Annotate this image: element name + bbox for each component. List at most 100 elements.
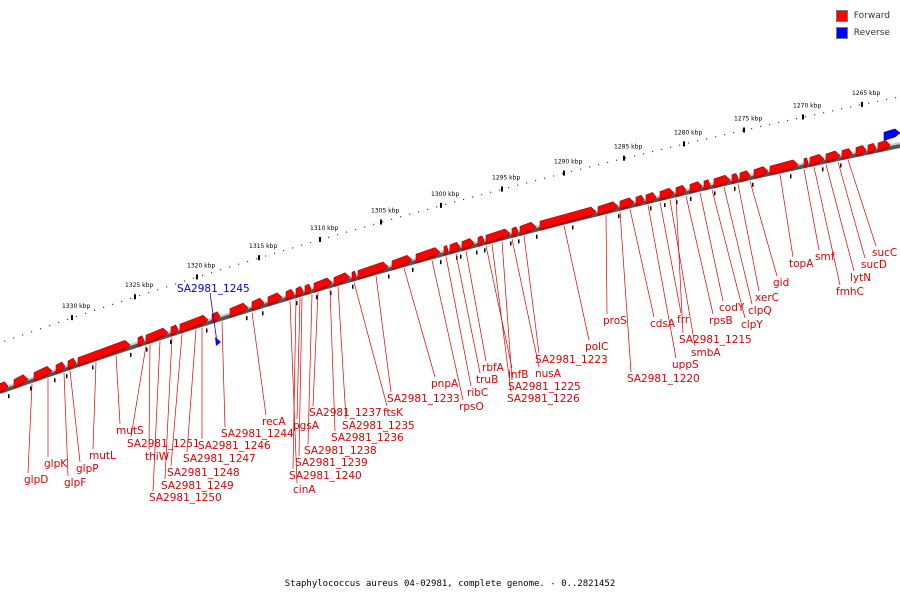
scale-labels: 1330 kbp 1325 kbp 1320 kbp 1315 kbp 1310 kbp… xyxy=(62,90,880,310)
gene-feature-forward xyxy=(731,173,739,185)
scale-dot xyxy=(787,119,789,122)
scale-dot xyxy=(58,321,60,324)
label-leader-line xyxy=(164,337,173,480)
scale-dot xyxy=(805,116,807,118)
scale-dot xyxy=(895,97,897,99)
backbone-arc-shadow xyxy=(0,144,900,394)
genome-backbone xyxy=(0,142,900,394)
gene-feature-shade xyxy=(252,305,261,311)
gene-end-mark xyxy=(352,284,354,289)
scale-dot xyxy=(454,201,456,203)
legend: Forward Reverse xyxy=(835,9,890,43)
gene-feature-shade xyxy=(358,269,384,280)
gene-feature-shade xyxy=(740,178,747,182)
gene-label: SA2981_1215 xyxy=(679,334,752,346)
scale-dot xyxy=(706,138,708,140)
label-leader-line xyxy=(69,370,81,463)
scale-dot xyxy=(40,328,42,330)
gene-label: pnpA xyxy=(431,378,459,390)
label-leader-line xyxy=(737,183,760,292)
gene-feature-forward xyxy=(0,381,9,393)
label-leader-line xyxy=(699,192,724,302)
gene-label: proS xyxy=(603,315,627,327)
gene-feature-forward xyxy=(145,327,169,345)
gene-label: SA2981_1233 xyxy=(387,393,460,405)
scale-label: 1315 kbp xyxy=(249,243,277,250)
scale-dot xyxy=(202,274,204,276)
label-leader-line xyxy=(723,186,753,305)
scale-dot xyxy=(742,129,744,132)
scale-dot xyxy=(274,252,276,254)
label-leader-line xyxy=(292,299,297,470)
scale-dot xyxy=(247,260,249,263)
label-leader-line xyxy=(92,362,97,450)
label-leader-line xyxy=(501,241,513,381)
label-leader-line xyxy=(375,275,392,393)
scale-dot xyxy=(715,136,717,138)
gene-end-mark xyxy=(618,214,620,219)
gene-feature-forward xyxy=(877,140,891,153)
scale-dot xyxy=(778,121,780,124)
gene-feature-shade xyxy=(450,249,457,254)
scale-dot xyxy=(112,303,114,305)
scale-dot xyxy=(337,234,339,236)
gene-feature-forward xyxy=(267,292,283,307)
label-leader-line xyxy=(825,164,855,272)
gene-label: clpY xyxy=(741,319,763,331)
gene-label: SA2981_1235 xyxy=(342,420,415,432)
gene-label: SA2981_1236 xyxy=(331,432,404,444)
gene-label: polC xyxy=(585,341,608,353)
scale-major-tick xyxy=(258,255,260,261)
gene-feature-forward xyxy=(825,150,841,164)
gene-feature-shade xyxy=(732,180,737,184)
scale-dot xyxy=(427,208,429,210)
gene-label: gid xyxy=(773,277,789,289)
scale-dot xyxy=(688,142,690,144)
scale-dot xyxy=(310,241,312,244)
gene-label: rpsO xyxy=(459,401,484,413)
scale-dot xyxy=(571,170,573,173)
scale-dot xyxy=(22,334,24,336)
gene-feature-shade xyxy=(878,147,887,152)
gene-feature-shade xyxy=(826,158,836,163)
label-leader-line xyxy=(685,195,714,315)
gene-label: lytN xyxy=(850,272,871,284)
gene-label: uppS xyxy=(672,359,699,371)
gene-feature-shade xyxy=(646,199,653,204)
scale-dot xyxy=(445,203,447,205)
scale-dot xyxy=(760,125,762,128)
gene-feature-forward xyxy=(511,226,519,238)
scale-dot xyxy=(535,179,537,182)
gene-feature-forward xyxy=(659,187,675,201)
gene-end-mark xyxy=(840,163,842,168)
scale-dot xyxy=(886,98,888,101)
scale-dot xyxy=(121,300,123,303)
label-leader-line xyxy=(619,211,632,373)
label-leader-line xyxy=(659,201,682,314)
gene-label: SA2981_1220 xyxy=(627,373,700,385)
scale-ticks xyxy=(4,97,897,342)
gene-feature-shade xyxy=(305,291,310,295)
gene-label: thiW xyxy=(145,451,170,463)
gene-feature-shade xyxy=(770,167,794,175)
gene-feature-forward xyxy=(519,221,537,236)
scale-dot xyxy=(391,218,393,220)
gene-end-mark xyxy=(412,267,414,272)
gene-feature-forward xyxy=(295,286,304,299)
scale-dot xyxy=(13,337,15,339)
label-leader-line xyxy=(803,169,820,251)
gene-label: SA2981_1250 xyxy=(149,492,222,504)
label-leader-line xyxy=(605,215,608,315)
label-leader-line xyxy=(491,244,512,393)
gene-end-mark xyxy=(296,301,298,306)
scale-dot xyxy=(769,123,771,126)
gene-end-mark xyxy=(536,234,538,239)
gene-label: SA2981_1247 xyxy=(183,453,256,465)
gene-feature-shade xyxy=(856,152,863,157)
gene-end-mark xyxy=(714,191,716,196)
gene-end-mark xyxy=(146,347,148,352)
scale-dot xyxy=(877,100,879,102)
gene-feature-shade xyxy=(804,165,807,168)
gene-end-mark xyxy=(8,394,10,399)
label-leader-line xyxy=(307,294,313,445)
